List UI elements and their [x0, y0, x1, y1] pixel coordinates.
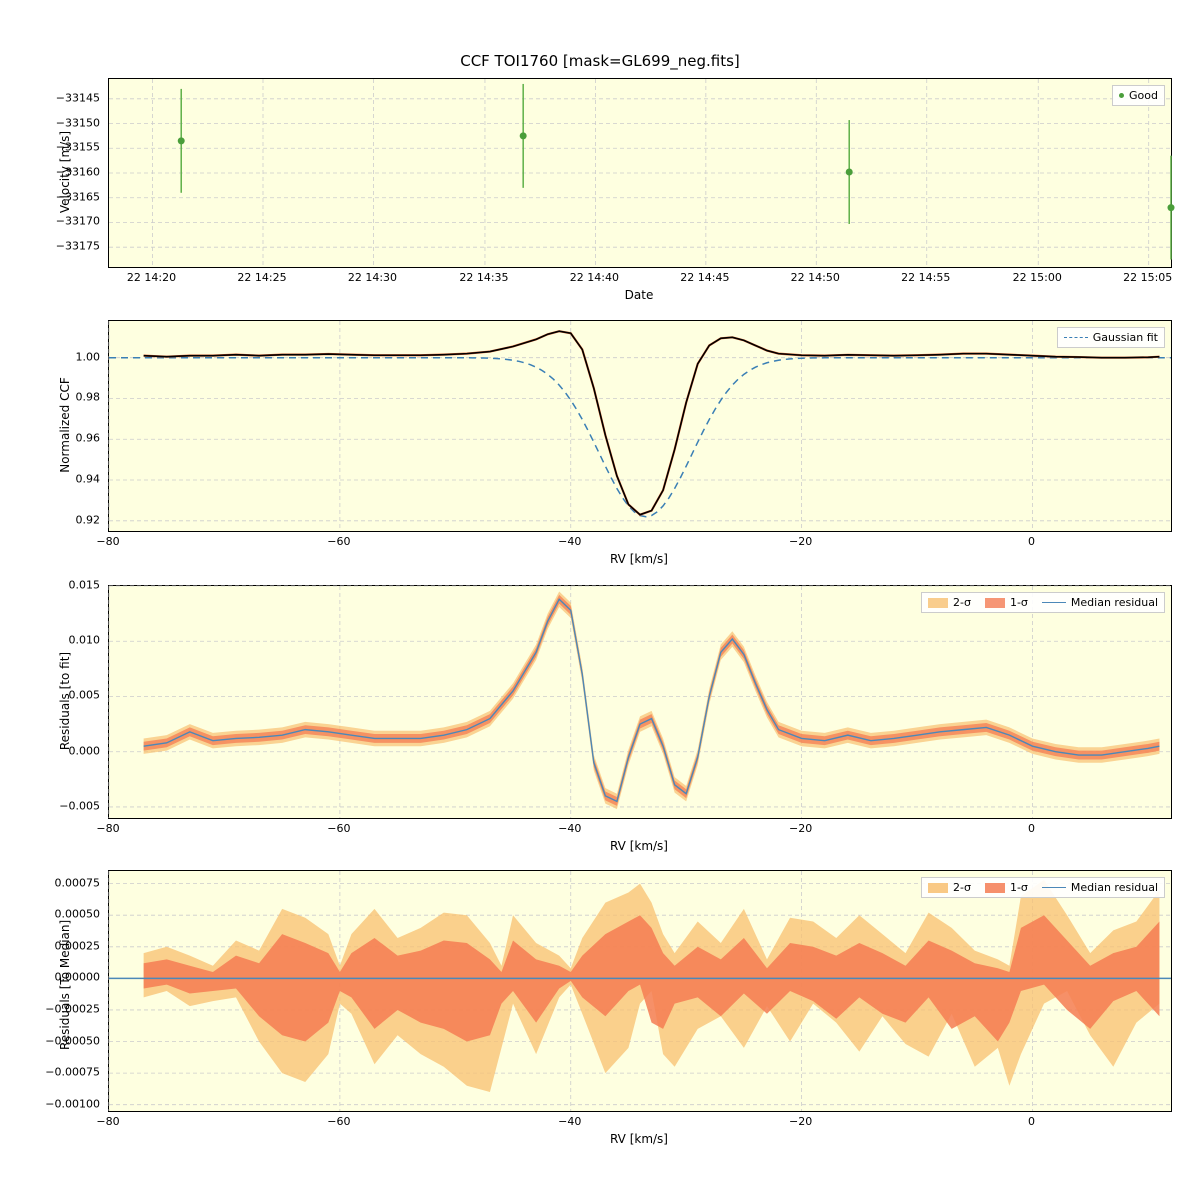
y-axis-label: Residuals [To Median]: [58, 930, 72, 1050]
ytick-label: 0.00050: [40, 908, 100, 921]
xtick-label: 22 14:55: [901, 271, 950, 284]
ytick-label: 0.015: [40, 579, 100, 592]
xtick-label: 22 14:30: [348, 271, 397, 284]
y-axis-label: Velocity [m/s]: [58, 112, 72, 232]
xtick-label: 22 15:00: [1013, 271, 1062, 284]
panel-1: Good: [108, 78, 1172, 268]
x-axis-label: RV [km/s]: [108, 552, 1170, 566]
ytick-label: −33145: [40, 91, 100, 104]
panel-2: Gaussian fit: [108, 320, 1172, 532]
xtick-label: 22 14:50: [791, 271, 840, 284]
xtick-label: 22 14:45: [680, 271, 729, 284]
xtick-label: −60: [327, 822, 350, 835]
ytick-label: 0.00075: [40, 876, 100, 889]
xtick-label: 0: [1028, 1115, 1035, 1128]
xtick-label: −60: [327, 1115, 350, 1128]
figure-title: CCF TOI1760 [mask=GL699_neg.fits]: [0, 52, 1200, 70]
xtick-label: 22 15:05: [1123, 271, 1172, 284]
xtick-label: −40: [558, 535, 581, 548]
ytick-label: 1.00: [40, 350, 100, 363]
ytick-label: −0.00075: [40, 1066, 100, 1079]
panel-4: 2-σ1-σMedian residual: [108, 870, 1172, 1112]
xtick-label: −40: [558, 1115, 581, 1128]
legend-good: Good: [1112, 85, 1165, 106]
x-axis-label: RV [km/s]: [108, 1132, 1170, 1146]
legend-residuals-fit: 2-σ1-σMedian residual: [921, 592, 1165, 613]
x-axis-label: RV [km/s]: [108, 839, 1170, 853]
ytick-label: 0.92: [40, 513, 100, 526]
y-axis-label: Residuals [to fit]: [58, 641, 72, 761]
ytick-label: −0.005: [40, 799, 100, 812]
xtick-label: 0: [1028, 822, 1035, 835]
legend-gaussian: Gaussian fit: [1057, 327, 1165, 348]
xtick-label: 22 14:35: [459, 271, 508, 284]
xtick-label: 22 14:20: [127, 271, 176, 284]
ytick-label: −0.00100: [40, 1097, 100, 1110]
panel-3: 2-σ1-σMedian residual: [108, 585, 1172, 819]
xtick-label: −20: [789, 822, 812, 835]
xtick-label: −80: [96, 535, 119, 548]
xtick-label: −80: [96, 822, 119, 835]
xtick-label: −80: [96, 1115, 119, 1128]
legend-residuals-median: 2-σ1-σMedian residual: [921, 877, 1165, 898]
ytick-label: −33175: [40, 240, 100, 253]
xtick-label: 0: [1028, 535, 1035, 548]
xtick-label: −20: [789, 1115, 812, 1128]
xtick-label: 22 14:40: [570, 271, 619, 284]
xtick-label: −60: [327, 535, 350, 548]
xtick-label: −40: [558, 822, 581, 835]
xtick-label: −20: [789, 535, 812, 548]
xtick-label: 22 14:25: [237, 271, 286, 284]
y-axis-label: Normalized CCF: [58, 365, 72, 485]
x-axis-label: Date: [108, 288, 1170, 302]
